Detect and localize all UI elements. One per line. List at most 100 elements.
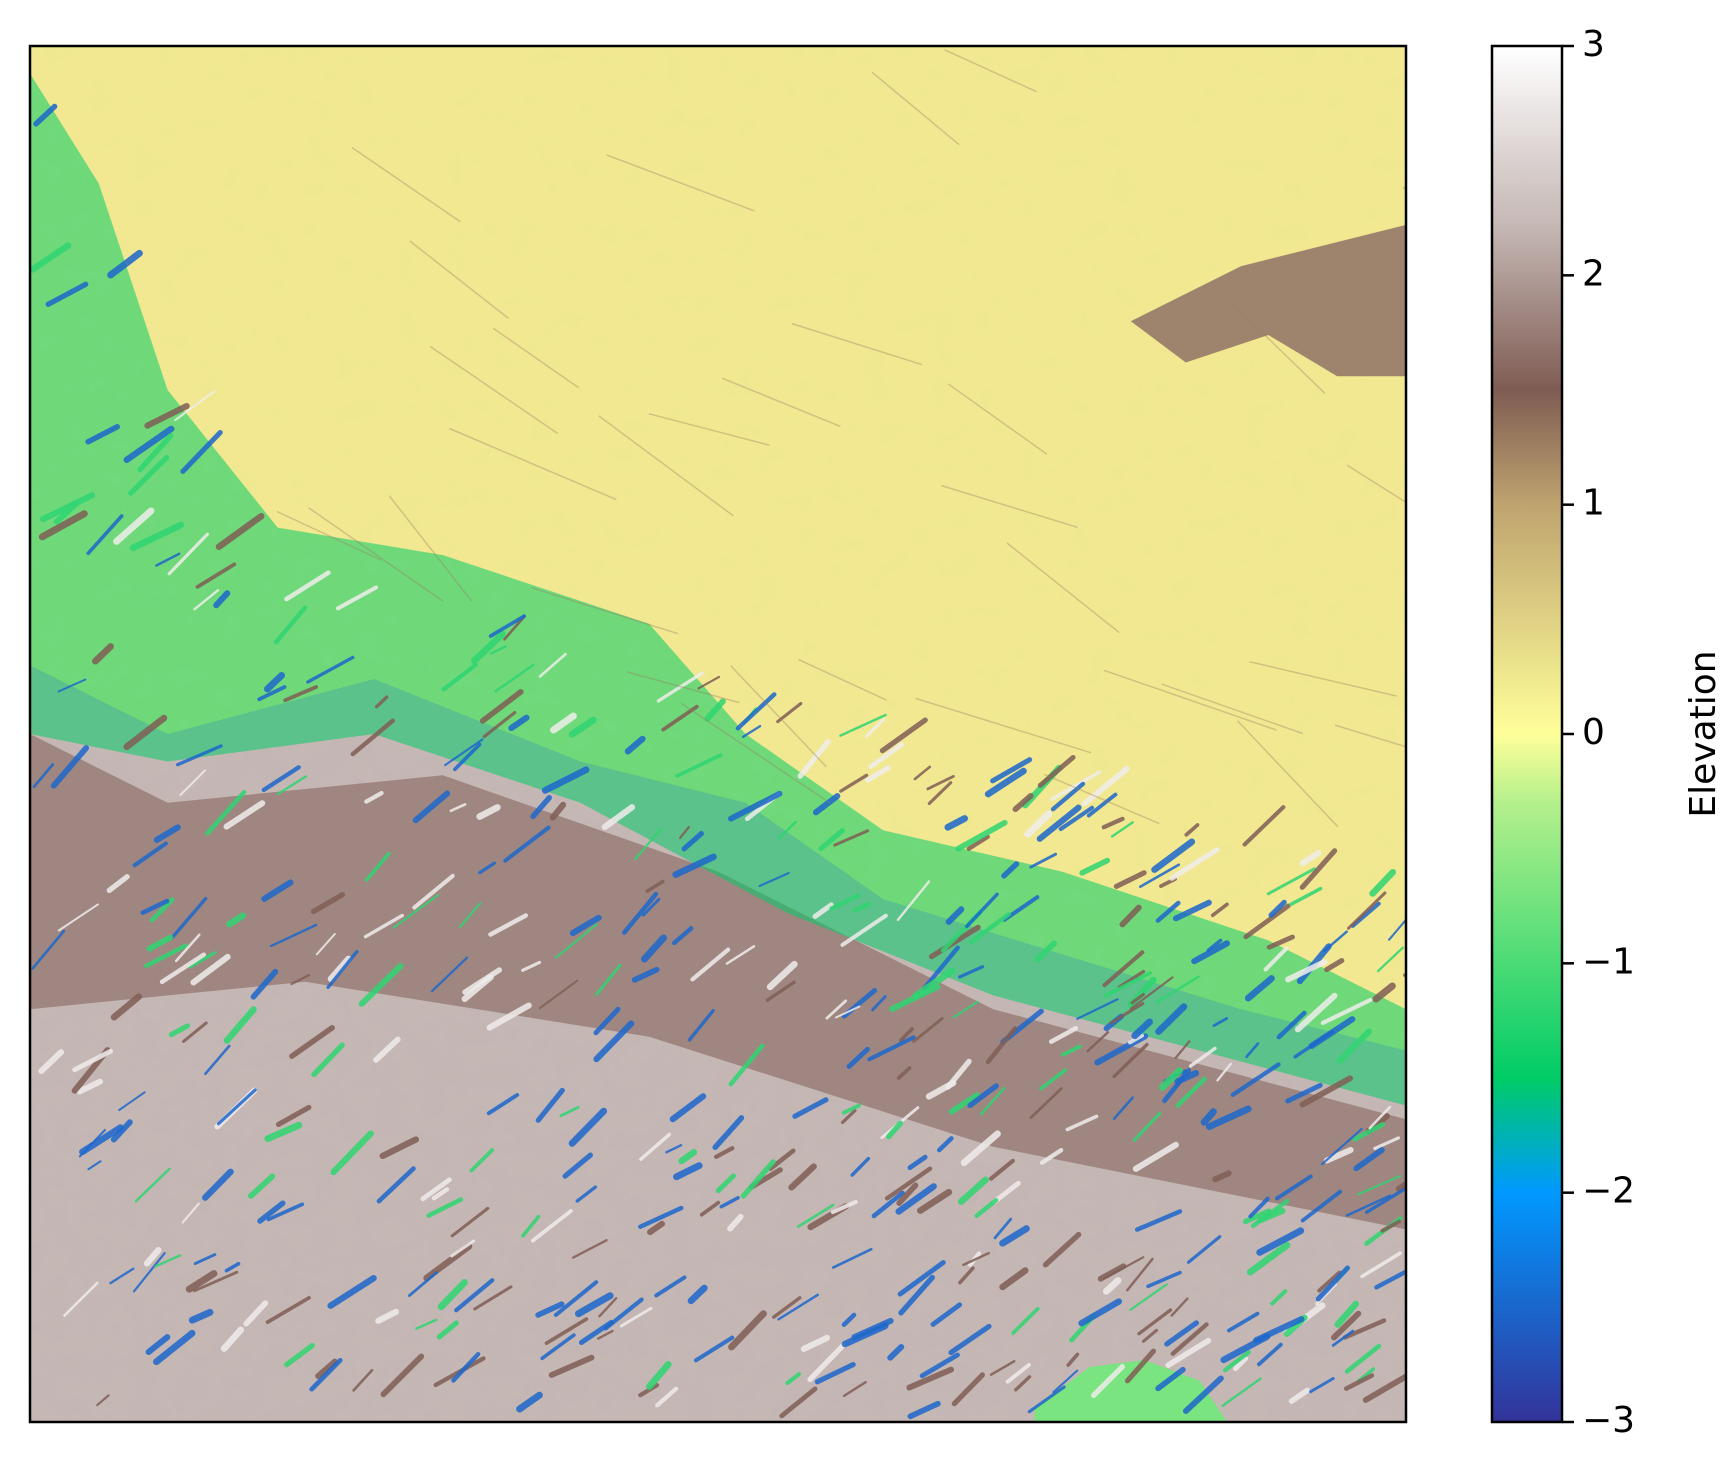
heatmap-channel (765, 980, 796, 1002)
heatmap-channel (1220, 1333, 1271, 1364)
plain-drainage-line (409, 240, 510, 320)
heatmap-channel (948, 1092, 980, 1115)
heatmap-channel (1139, 863, 1181, 889)
heatmap-channel (727, 1213, 744, 1232)
heatmap-channel (273, 605, 308, 645)
heatmap-channel (143, 1246, 162, 1267)
heatmap-channel (423, 1243, 473, 1282)
heatmap-channel (1227, 1311, 1260, 1333)
heatmap-channel (1060, 1044, 1082, 1057)
heatmap-channel (243, 1300, 269, 1327)
heatmap-channel (488, 614, 527, 638)
heatmap-channel (1110, 821, 1134, 838)
plain-drainage-line (429, 345, 559, 435)
heatmap-channel (63, 1281, 99, 1317)
heatmap-channel (1323, 1146, 1354, 1164)
heatmap-channel (1320, 997, 1373, 1026)
heatmap-channel (1266, 867, 1316, 896)
heatmap-channel (622, 891, 659, 935)
heatmap-channel (864, 717, 886, 738)
heatmap-channel (540, 1333, 576, 1361)
heatmap-channel (535, 1087, 565, 1123)
heatmap-channel (364, 851, 391, 882)
heatmap-channel (123, 425, 175, 463)
heatmap-channel (825, 999, 848, 1020)
heatmap-channel (672, 853, 717, 878)
heatmap-channel (479, 689, 524, 724)
heatmap-channel (1103, 971, 1152, 998)
heatmap-channel (974, 1197, 999, 1219)
heatmap-channel (223, 800, 266, 830)
heatmap-channel (155, 552, 181, 567)
heatmap-channel (1001, 861, 1020, 879)
heatmap-channel (311, 1042, 345, 1078)
heatmap-channel (575, 1292, 614, 1318)
heatmap-channel (1134, 1209, 1183, 1232)
heatmap-channel (675, 753, 723, 778)
heatmap-channel (1029, 1087, 1063, 1119)
heatmap-channel (550, 712, 577, 734)
heatmap-channel (261, 765, 301, 793)
plain-drainage-line (730, 665, 827, 768)
heatmap-channel (330, 1130, 374, 1176)
heatmap-channel (1309, 1377, 1335, 1394)
heatmap-channel (1347, 891, 1387, 930)
heatmap-channel (1037, 754, 1076, 788)
heatmap-channel (352, 1369, 374, 1392)
heatmap-channel (1212, 1017, 1228, 1027)
heatmap-channel (265, 1295, 311, 1324)
heatmap-channel (687, 1284, 708, 1305)
heatmap-channel (818, 828, 845, 852)
heatmap-channel (634, 827, 662, 861)
heatmap-channel (641, 897, 661, 917)
heatmap-channel (1124, 1348, 1157, 1384)
heatmap-channel (1336, 1028, 1373, 1064)
heatmap-channel (957, 965, 985, 979)
heatmap-channel (144, 402, 190, 429)
heatmap-channel (1324, 958, 1345, 973)
heatmap-channel (1076, 998, 1119, 1020)
heatmap-channel (140, 898, 170, 916)
heatmap-channel (919, 1352, 960, 1379)
heatmap-channel (661, 704, 699, 732)
heatmap-channel (553, 1280, 599, 1317)
heatmap-channel (898, 1274, 935, 1316)
heatmap-channel (554, 923, 598, 959)
heatmap-channel (538, 652, 567, 678)
heatmap-channel (458, 902, 482, 929)
heatmap-channel (1373, 1136, 1401, 1151)
heatmap-channel (205, 790, 247, 836)
heatmap-channel (690, 947, 731, 982)
heatmap-channel (1210, 902, 1229, 918)
heatmap-channel (548, 1354, 595, 1378)
heatmap-channel (530, 795, 552, 819)
heatmap-channel (785, 1372, 801, 1386)
heatmap-channel (1248, 1196, 1270, 1219)
heatmap-channel (376, 1166, 416, 1204)
heatmap-channel (193, 589, 220, 611)
heatmap-channel (681, 831, 704, 852)
heatmap-channel (364, 790, 384, 804)
heatmap-channel (562, 1152, 594, 1179)
heatmap-channel (180, 429, 223, 474)
heatmap-channel (1086, 792, 1118, 818)
heatmap-channel (31, 929, 66, 970)
heatmap-channel (593, 1020, 635, 1063)
heatmap-channel (647, 1220, 665, 1236)
heatmap-channel (153, 1329, 196, 1366)
heatmap-channel (1065, 1114, 1099, 1132)
heatmap-channel (1155, 900, 1181, 923)
heatmap-channel (697, 675, 721, 690)
heatmap-channel (841, 1312, 857, 1327)
heatmap-channel (1334, 1300, 1360, 1328)
plain-drainage-line (944, 49, 1037, 93)
heatmap-channel (1146, 1270, 1182, 1289)
heatmap-channel (544, 1317, 589, 1346)
plain-drainage-line (1346, 464, 1406, 504)
heatmap-channel (1129, 976, 1174, 1010)
heatmap-channel (538, 979, 579, 1010)
heatmap-channel (1141, 1328, 1159, 1343)
heatmap-channel (966, 834, 990, 851)
heatmap-channel (327, 1275, 377, 1309)
colorbar-ticks: −3 −2 −1 0 1 2 3 (1562, 24, 1635, 1441)
